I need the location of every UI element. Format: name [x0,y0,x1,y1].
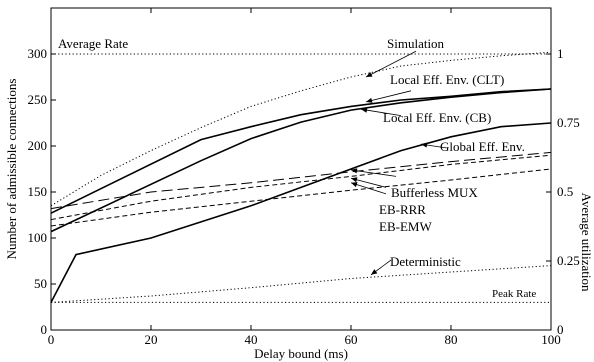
x-tick-label: 60 [345,332,358,347]
y-tick-label: 250 [28,92,48,107]
y-tick-label: 100 [28,230,48,245]
plot-frame [50,7,552,331]
x-axis-label: Delay bound (ms) [254,346,348,361]
y-axis-label: Number of admissible connections [4,79,19,260]
arrow-eb-rrr [350,177,387,188]
series-local-eff-env-clt [50,88,552,214]
arrow-bufferless [350,169,397,177]
annotation-arrows [350,50,447,276]
arrow-local-clt-head [366,97,373,103]
annotation-local-clt: Local Eff. Env. (CLT) [390,72,504,87]
arrow-local-cb-head [361,107,368,113]
arrow-bufferless-head [351,168,358,174]
arrow-eb-rrr-head [351,177,358,183]
annotation-deterministic: Deterministic [390,254,461,269]
y-tick-label: 200 [28,138,48,153]
annotation-average-rate: Average Rate [58,36,128,51]
arrow-simulation-head [366,71,373,77]
y2-axis-label: Average utilization [579,192,594,292]
y-tick-label: 50 [34,276,47,291]
annotation-eb-rrr: EB-RRR [379,202,426,217]
x-tick-label: 20 [145,332,158,347]
y2-tick-label: 0.5 [557,184,573,199]
arrow-eb-emw-head [351,182,358,188]
arrow-eb-emw [350,182,387,195]
y2-tick-label: 0.75 [557,115,580,130]
x-tick-label: 0 [48,332,55,347]
annotation-local-cb: Local Eff. Env. (CB) [383,110,491,125]
x-tick-label: 40 [245,332,258,347]
y-tick-label: 0 [41,322,48,337]
x-tick-label: 100 [541,332,561,347]
series-eb-emw [50,168,552,227]
y2-axis-ticks: 0 0.25 0.5 0.75 1 [546,46,580,337]
arrow-local-clt [365,90,412,103]
y-axis-ticks: 0 50 100 150 200 250 300 [28,46,56,337]
annotation-bufferless: Bufferless MUX [391,185,478,200]
annotation-eb-emw: EB-EMW [379,219,432,234]
y-tick-label: 150 [28,184,48,199]
y2-tick-label: 0.25 [557,253,580,268]
x-axis-ticks: 0 20 40 60 80 100 [48,8,561,347]
series-layer [50,51,552,303]
series-global-eff-env [50,122,552,303]
y2-tick-label: 1 [557,46,564,61]
y-tick-label: 300 [28,46,48,61]
series-deterministic [50,265,552,303]
series-eb-rrr [50,151,552,210]
annotation-global: Global Eff. Env. [440,139,525,154]
y2-tick-label: 0 [557,322,564,337]
arrow-deterministic-head [371,269,378,275]
x-tick-label: 80 [445,332,458,347]
series-bufferless-mux [50,154,552,221]
annotation-peak-rate: Peak Rate [492,288,536,300]
arrow-simulation [365,50,417,78]
arrow-local-cb [360,108,402,117]
annotation-simulation: Simulation [387,36,445,51]
arrow-global-head [421,142,428,148]
series-local-eff-env-cb [50,88,552,233]
